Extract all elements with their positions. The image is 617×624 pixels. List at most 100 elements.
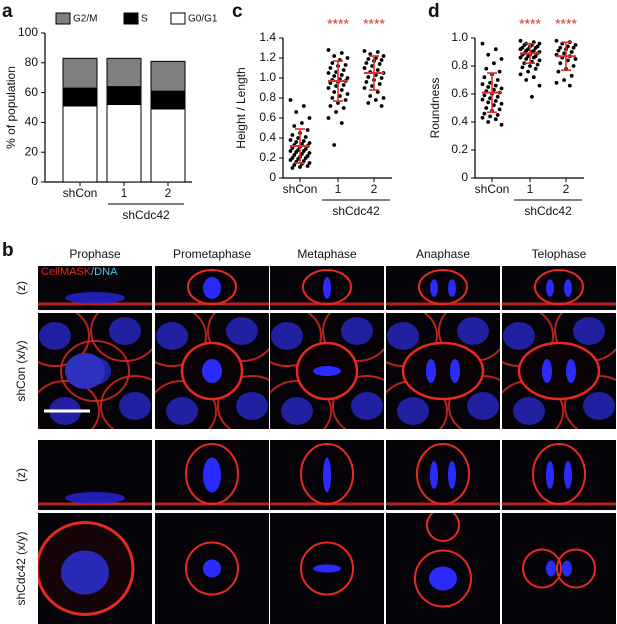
micrograph <box>155 440 269 510</box>
y-tick-label: 20 <box>25 144 39 158</box>
micrograph <box>38 513 152 624</box>
nucleus <box>156 322 188 350</box>
bar-segment <box>106 86 142 106</box>
data-point <box>303 156 308 160</box>
nucleus <box>341 317 373 345</box>
data-point <box>326 116 331 120</box>
significance: **** <box>519 16 541 32</box>
legend-label: G0/G1 <box>188 14 218 25</box>
data-point <box>296 157 300 161</box>
data-point <box>492 61 496 66</box>
chromosomes <box>430 279 438 297</box>
data-point <box>338 77 342 81</box>
data-point <box>556 48 561 53</box>
data-point <box>326 86 331 90</box>
micrograph <box>502 440 616 510</box>
nucleus <box>65 292 125 304</box>
data-point <box>499 122 504 127</box>
data-point <box>566 58 570 63</box>
chromosomes <box>426 359 436 383</box>
data-point <box>343 63 348 67</box>
cell-outline <box>187 269 237 305</box>
data-point <box>290 133 295 137</box>
data-point <box>366 101 371 105</box>
cell-outline <box>517 341 601 401</box>
data-point <box>307 141 312 145</box>
chromosomes <box>323 277 331 299</box>
data-point <box>290 146 295 150</box>
micrograph <box>270 513 384 624</box>
data-point <box>484 66 489 71</box>
data-point <box>375 50 380 54</box>
data-point <box>554 80 559 85</box>
data-point <box>343 98 348 102</box>
x-tick-label: shCon <box>283 182 318 196</box>
row-label: shCon (x/y) <box>14 340 28 401</box>
data-point <box>334 110 338 114</box>
x-tick-label: 2 <box>563 182 570 196</box>
chromosomes <box>450 359 460 383</box>
data-point <box>368 52 373 56</box>
bar-segment <box>150 90 186 110</box>
legend-label: S <box>141 14 148 25</box>
chromosomes <box>203 559 221 578</box>
data-point <box>332 54 337 58</box>
row-label: (z) <box>14 281 28 295</box>
chromosomes <box>202 359 222 383</box>
data-point <box>301 139 306 143</box>
micrograph <box>155 313 269 429</box>
y-tick-label: 1.0 <box>259 70 276 84</box>
bar-segment <box>150 60 186 92</box>
data-point <box>569 73 574 78</box>
bar-segment <box>106 104 142 183</box>
chromosomes <box>564 279 572 297</box>
bar-segment <box>62 87 98 107</box>
y-tick-label: 0.6 <box>259 110 276 124</box>
data-point <box>375 90 380 94</box>
legend-swatch <box>123 12 139 25</box>
data-point <box>364 61 369 65</box>
nucleus <box>583 392 615 420</box>
y-tick-label: 0 <box>269 170 276 184</box>
y-tick-label: 0.8 <box>259 90 276 104</box>
data-point <box>292 153 297 157</box>
data-point <box>303 135 308 139</box>
data-point <box>493 117 498 122</box>
data-point <box>524 48 529 53</box>
data-point <box>493 47 498 52</box>
data-point <box>307 161 312 165</box>
data-point <box>480 115 485 120</box>
chromosomes <box>323 457 331 493</box>
data-point <box>362 86 367 90</box>
data-point <box>294 110 299 114</box>
nucleus <box>573 317 605 345</box>
y-tick-label: 1.4 <box>259 30 276 44</box>
data-point <box>298 165 302 169</box>
cell-outline <box>418 269 468 305</box>
data-point <box>499 57 504 61</box>
cell-outline <box>270 380 332 429</box>
legend-swatch <box>170 12 186 25</box>
data-point <box>334 70 338 74</box>
chromosomes <box>542 359 552 383</box>
data-point <box>571 64 576 68</box>
data-point <box>300 142 304 146</box>
y-axis-label: Height / Length <box>234 67 248 148</box>
data-point <box>531 75 536 80</box>
data-point <box>381 54 386 58</box>
nucleus <box>387 322 419 350</box>
chromosomes <box>313 366 341 376</box>
data-point <box>381 96 386 100</box>
data-point <box>518 72 523 77</box>
data-point <box>332 74 337 78</box>
data-point <box>328 81 333 85</box>
data-point <box>499 101 504 106</box>
chromosomes <box>430 461 438 489</box>
micrograph <box>502 266 616 310</box>
data-point <box>518 38 523 43</box>
data-point <box>338 94 342 98</box>
micrograph <box>38 440 152 510</box>
legend-label: G2/M <box>73 14 97 25</box>
image-background <box>502 513 616 624</box>
